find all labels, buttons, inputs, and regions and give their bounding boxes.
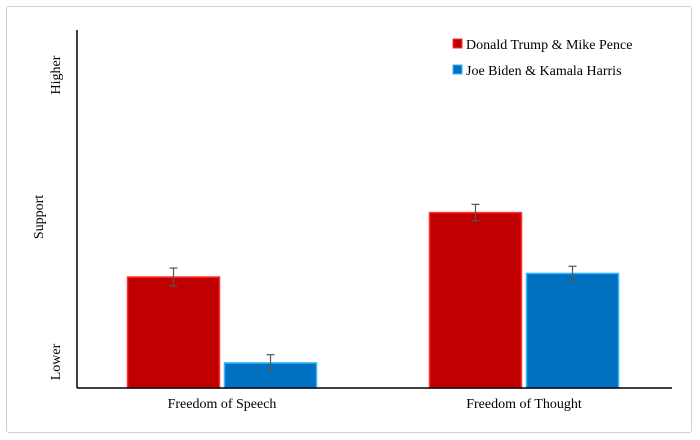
x-tick-label: Freedom of Speech bbox=[168, 397, 277, 412]
x-tick-label: Freedom of Thought bbox=[466, 397, 582, 412]
bar-trump-pence-thought bbox=[428, 211, 523, 389]
legend-swatch bbox=[452, 38, 463, 49]
legend-swatch bbox=[452, 64, 463, 75]
y-axis-low-label: Lower bbox=[49, 343, 64, 380]
legend: Donald Trump & Mike Pence Joe Biden & Kam… bbox=[452, 38, 632, 79]
y-axis-title: Support bbox=[32, 195, 47, 239]
error-bar bbox=[568, 265, 577, 282]
error-bar bbox=[471, 203, 480, 222]
legend-label: Joe Biden & Kamala Harris bbox=[466, 64, 622, 79]
bar-biden-harris-thought bbox=[525, 272, 620, 389]
error-bar bbox=[169, 267, 178, 287]
legend-label: Donald Trump & Mike Pence bbox=[466, 38, 632, 53]
bar-trump-pence-speech bbox=[126, 276, 221, 389]
error-bar bbox=[266, 354, 275, 372]
y-axis-high-label: Higher bbox=[49, 55, 64, 94]
